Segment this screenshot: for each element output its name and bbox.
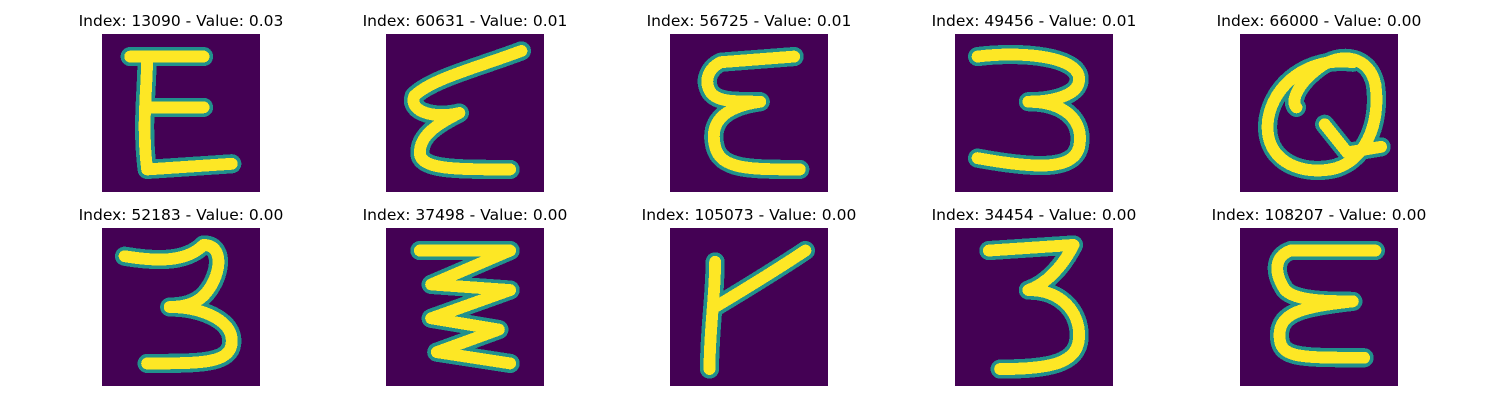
handwritten-glyph (1267, 240, 1386, 368)
sample-panel-4: Index: 49456 - Value: 0.01 (924, 10, 1144, 200)
digit-image (386, 34, 544, 192)
panel-title: Index: 52183 - Value: 0.00 (78, 206, 284, 224)
digit-image (386, 228, 544, 386)
panel-title: Index: 108207 - Value: 0.00 (1211, 206, 1427, 224)
handwritten-glyph (1258, 48, 1391, 180)
panel-title: Index: 34454 - Value: 0.00 (931, 206, 1137, 224)
sample-panel-5: Index: 66000 - Value: 0.00 (1209, 10, 1429, 200)
sample-panel-2: Index: 60631 - Value: 0.01 (355, 10, 575, 200)
panel-title: Index: 49456 - Value: 0.01 (931, 12, 1137, 30)
sample-panel-10: Index: 108207 - Value: 0.00 (1209, 204, 1429, 394)
sample-panel-9: Index: 34454 - Value: 0.00 (924, 204, 1144, 394)
panel-title: Index: 66000 - Value: 0.00 (1216, 12, 1422, 30)
panel-title: Index: 13090 - Value: 0.03 (78, 12, 284, 30)
digit-image (1240, 228, 1398, 386)
sample-panel-8: Index: 105073 - Value: 0.00 (639, 204, 859, 394)
digit-image (102, 228, 260, 386)
handwritten-glyph (699, 240, 816, 379)
digit-image (670, 228, 828, 386)
panel-title: Index: 37498 - Value: 0.00 (362, 206, 568, 224)
sample-panel-6: Index: 52183 - Value: 0.00 (71, 204, 291, 394)
handwritten-glyph (697, 46, 810, 180)
handwritten-glyph (404, 41, 532, 180)
digit-image (955, 34, 1113, 192)
handwritten-glyph (410, 240, 520, 374)
digit-image (670, 34, 828, 192)
sample-panel-1: Index: 13090 - Value: 0.03 (71, 10, 291, 200)
sample-panel-7: Index: 37498 - Value: 0.00 (355, 204, 575, 394)
panel-title: Index: 56725 - Value: 0.01 (646, 12, 852, 30)
panel-title: Index: 60631 - Value: 0.01 (362, 12, 568, 30)
handwritten-glyph (120, 46, 242, 180)
digit-image (1240, 34, 1398, 192)
digit-image (102, 34, 260, 192)
handwritten-glyph (979, 235, 1089, 379)
handwritten-glyph (114, 235, 242, 374)
sample-panel-3: Index: 56725 - Value: 0.01 (639, 10, 859, 200)
digit-image (955, 228, 1113, 386)
handwritten-glyph (967, 44, 1090, 176)
panel-title: Index: 105073 - Value: 0.00 (641, 206, 857, 224)
